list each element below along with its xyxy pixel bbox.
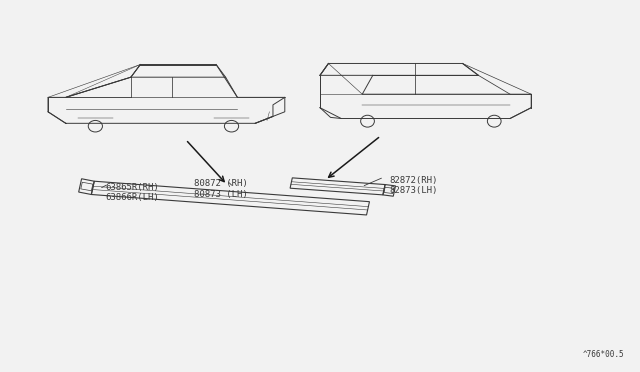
Text: 63865R(RH)
63866R(LH): 63865R(RH) 63866R(LH) xyxy=(106,183,159,202)
Text: 80872 (RH)
80873 (LH): 80872 (RH) 80873 (LH) xyxy=(194,179,248,199)
Text: 82872(RH)
82873(LH): 82872(RH) 82873(LH) xyxy=(389,176,438,195)
Text: ^766*00.5: ^766*00.5 xyxy=(582,350,624,359)
